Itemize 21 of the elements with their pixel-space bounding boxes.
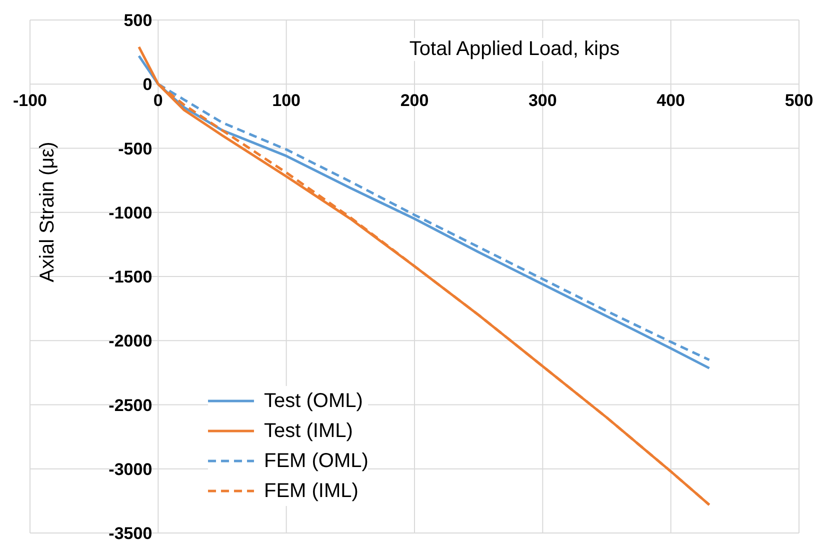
- x-tick-label: 500: [784, 91, 814, 110]
- legend-label: Test (IML): [264, 419, 353, 444]
- y-tick-label: -2500: [108, 396, 152, 415]
- y-tick-label: -3500: [108, 524, 152, 543]
- x-tick-label: 400: [656, 91, 686, 110]
- y-tick-label: -500: [118, 139, 152, 158]
- x-axis-title: Total Applied Load, kips: [405, 38, 624, 61]
- x-tick-label: 300: [528, 91, 557, 110]
- y-tick-label: 500: [124, 11, 152, 30]
- x-tick-label: 100: [272, 91, 301, 110]
- y-tick-label: -3000: [108, 460, 152, 479]
- y-tick-label: -1000: [108, 203, 152, 222]
- y-tick-label: 0: [142, 75, 152, 94]
- x-tick-label: -100: [12, 91, 48, 110]
- legend-label: FEM (IML): [264, 479, 358, 504]
- x-tick-label: 200: [400, 91, 429, 110]
- legend-label: Test (OML): [264, 389, 363, 414]
- y-axis-title: Axial Strain (με): [36, 142, 60, 283]
- y-tick-label: -2000: [108, 332, 152, 351]
- legend-label: FEM (OML): [264, 449, 368, 474]
- y-tick-label: -1500: [108, 268, 152, 286]
